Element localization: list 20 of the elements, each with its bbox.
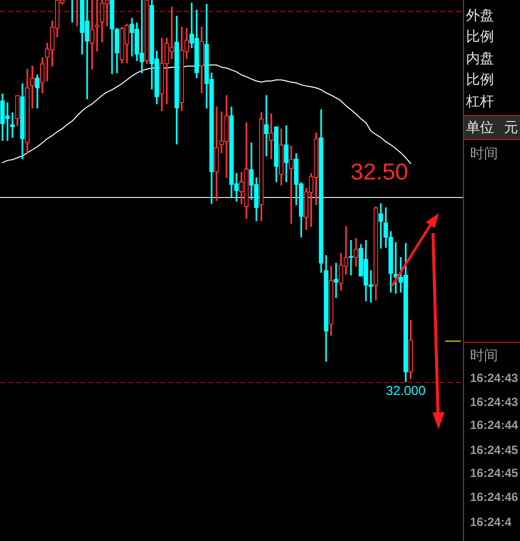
text: 16:24:43 bbox=[470, 371, 518, 385]
annotation: 32.000 bbox=[386, 383, 426, 398]
text: 16:24:45 bbox=[470, 443, 518, 457]
text: 元 bbox=[504, 119, 518, 137]
text: 比例 bbox=[466, 71, 494, 89]
candlestick bbox=[10, 112, 15, 138]
text: 杠杆 bbox=[466, 93, 494, 111]
text: 比例 bbox=[466, 28, 494, 46]
text: 时间 bbox=[470, 347, 498, 365]
text: 外盘 bbox=[466, 7, 494, 25]
text: 16:24:45 bbox=[470, 466, 518, 480]
candlestick bbox=[334, 262, 338, 298]
text: 16:24:46 bbox=[470, 490, 518, 504]
text: 时间 bbox=[470, 145, 498, 163]
text: 内盘 bbox=[466, 50, 494, 68]
text: 16:24:44 bbox=[470, 418, 518, 432]
text: 16:24:43 bbox=[470, 395, 518, 409]
annotation: 32.50 bbox=[350, 158, 408, 185]
text: 单位 bbox=[466, 119, 494, 137]
text: 16:24:4 bbox=[470, 515, 512, 529]
